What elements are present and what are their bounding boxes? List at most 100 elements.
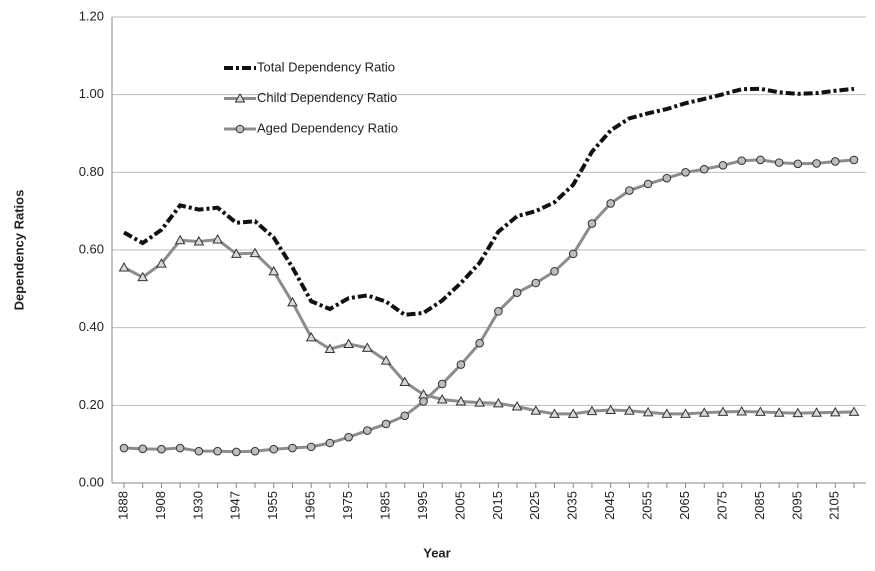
y-tick-label: 0.80 — [79, 164, 104, 179]
data-marker — [494, 307, 503, 316]
data-marker — [848, 406, 860, 416]
data-marker — [305, 331, 317, 342]
data-marker — [587, 219, 597, 228]
y-tick-label: 0.60 — [79, 241, 104, 256]
data-marker — [755, 406, 766, 416]
data-marker — [324, 343, 336, 354]
legend-marker — [235, 124, 245, 134]
data-marker — [530, 405, 542, 415]
x-tick-label: 2005 — [452, 491, 467, 520]
data-marker — [193, 235, 205, 246]
x-tick-label: 2085 — [752, 491, 767, 520]
series-line — [123, 158, 855, 454]
x-tick-label: 2025 — [527, 491, 542, 520]
data-marker — [137, 271, 149, 282]
data-marker — [455, 395, 467, 406]
series-line — [123, 237, 855, 416]
data-marker — [138, 444, 148, 454]
data-marker — [361, 342, 373, 352]
y-tick-label: 0.00 — [79, 474, 104, 489]
x-tick-label: 1975 — [340, 491, 355, 520]
y-tick-label: 1.00 — [79, 86, 104, 101]
data-marker — [250, 446, 260, 456]
data-marker — [157, 444, 166, 454]
data-marker — [811, 407, 822, 417]
data-marker — [400, 411, 410, 421]
data-marker — [624, 405, 635, 415]
data-marker — [249, 247, 261, 258]
x-tick-label: 2065 — [677, 491, 692, 520]
data-marker — [792, 407, 804, 418]
data-marker — [531, 278, 541, 288]
data-marker — [456, 360, 466, 369]
x-tick-label: 2035 — [565, 491, 580, 520]
data-marker — [212, 233, 223, 244]
series-line — [123, 86, 855, 317]
y-tick-label: 0.20 — [79, 397, 104, 412]
data-marker — [306, 442, 316, 452]
data-marker — [213, 446, 222, 456]
data-marker — [174, 234, 186, 245]
data-marker — [567, 408, 579, 418]
data-marker — [232, 447, 241, 457]
data-marker — [511, 400, 523, 411]
data-marker — [698, 407, 710, 417]
data-marker — [717, 406, 729, 416]
y-tick-label: 1.20 — [79, 8, 104, 23]
data-marker — [625, 186, 634, 195]
y-tick-label: 0.40 — [79, 319, 104, 334]
x-tick-label: 1930 — [190, 491, 205, 520]
data-marker — [849, 155, 859, 165]
data-marker — [268, 265, 280, 276]
data-marker — [642, 406, 654, 417]
data-marker — [325, 438, 335, 448]
data-marker — [269, 444, 279, 454]
data-marker — [830, 157, 840, 166]
data-marker — [643, 179, 653, 189]
x-tick-label: 1995 — [415, 491, 430, 520]
data-marker — [287, 296, 298, 307]
data-marker — [119, 443, 129, 453]
data-marker — [549, 408, 560, 418]
x-tick-label: 2105 — [827, 491, 842, 520]
data-marker — [419, 397, 428, 406]
data-marker — [773, 407, 785, 417]
x-tick-label: 1888 — [115, 491, 130, 520]
data-marker — [829, 406, 841, 417]
data-marker — [194, 446, 204, 456]
data-marker — [363, 426, 372, 435]
data-marker — [475, 338, 484, 348]
data-marker — [756, 155, 765, 165]
data-marker — [288, 443, 297, 453]
x-tick-label: 2055 — [640, 491, 655, 520]
data-marker — [436, 393, 448, 404]
data-marker — [662, 173, 672, 183]
data-marker — [605, 404, 617, 414]
data-marker — [437, 379, 447, 389]
data-marker — [512, 288, 522, 298]
data-marker — [493, 397, 504, 408]
data-marker — [381, 419, 391, 429]
data-marker — [175, 443, 185, 453]
data-marker — [399, 376, 411, 387]
data-marker — [156, 258, 167, 268]
data-marker — [793, 159, 803, 169]
x-tick-label: 1947 — [228, 491, 243, 520]
data-marker — [699, 164, 709, 174]
data-marker — [586, 405, 598, 416]
x-axis-label: Year — [423, 545, 450, 560]
x-tick-label: 1985 — [377, 491, 392, 520]
x-tick-label: 1955 — [265, 491, 280, 520]
data-marker — [606, 199, 615, 208]
x-tick-label: 2075 — [714, 491, 729, 520]
data-marker — [474, 397, 485, 407]
data-marker — [568, 249, 578, 259]
x-tick-label: 2095 — [789, 491, 804, 520]
x-tick-label: 2015 — [490, 491, 505, 520]
data-marker — [550, 267, 559, 276]
legend-label: Aged Dependency Ratio — [257, 120, 398, 135]
x-tick-label: 2045 — [602, 491, 617, 520]
data-marker — [680, 408, 691, 418]
data-marker — [343, 338, 354, 348]
data-marker — [118, 261, 130, 272]
